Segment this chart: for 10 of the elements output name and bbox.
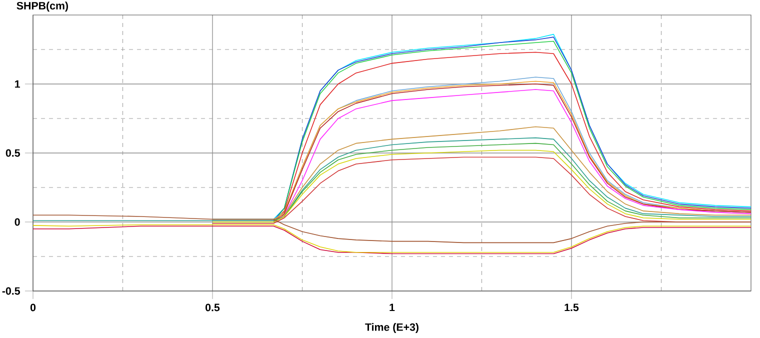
x-tick-label: 1 <box>390 304 395 312</box>
y-tick-label: -0.5 <box>2 287 20 295</box>
x-tick-label: 0 <box>30 304 36 312</box>
y-tick-label: 0.5 <box>6 149 20 157</box>
x-tick-label: 0.5 <box>206 304 220 312</box>
y-tick-label: 0 <box>14 218 20 226</box>
x-tick-label: 1.5 <box>564 304 579 312</box>
x-axis-title: Time (E+3) <box>365 323 418 334</box>
y-axis-title: SHPB(cm) <box>16 2 68 12</box>
y-tick-label: 1 <box>15 80 20 88</box>
